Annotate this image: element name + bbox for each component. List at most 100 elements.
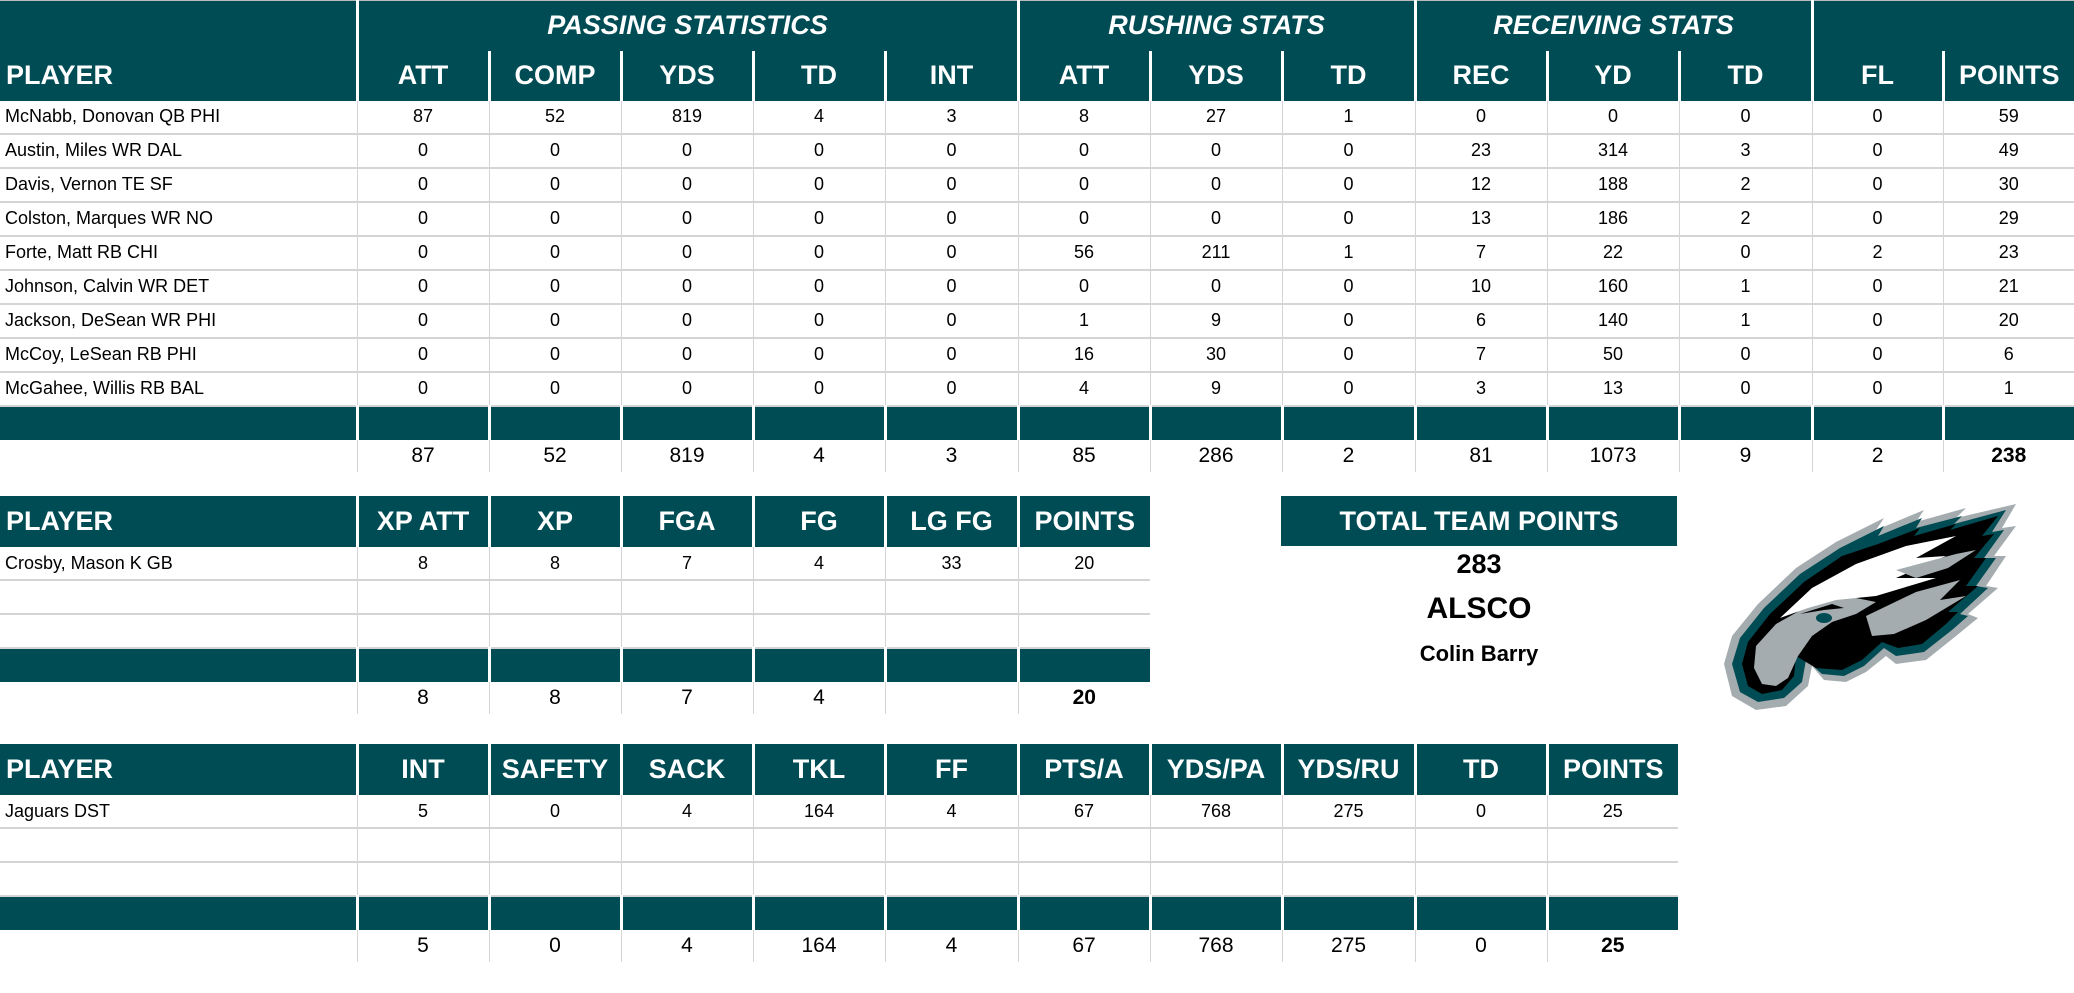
divider-cell [0, 648, 357, 682]
column-header-xp-att: XP ATT [355, 496, 489, 547]
stat-cell: 9 [1149, 303, 1283, 339]
owner-name: Colin Barry [1419, 641, 1539, 666]
stat-cell [752, 862, 885, 897]
divider-cell [883, 896, 1018, 930]
table-row [0, 862, 1678, 897]
stat-cell: 50 [1546, 337, 1680, 373]
stat-cell: 0 [1281, 201, 1416, 237]
column-header-pts-allowed: PTS/A [1016, 744, 1150, 795]
stat-cell: 275 [1281, 795, 1415, 829]
total-cell: 4 [884, 930, 1018, 962]
stat-cell: 0 [356, 371, 489, 407]
stat-cell: 0 [884, 303, 1019, 339]
stat-cell: 0 [1414, 100, 1548, 135]
table-row: McGahee, Willis RB BAL 0 0 0 0 0 4 9 0 3 13 0 0 1 [0, 371, 2074, 407]
stat-cell: 87 [356, 100, 489, 135]
player-name-cell: McCoy, LeSean RB PHI [0, 337, 357, 373]
player-name-cell: Colston, Marques WR NO [0, 201, 357, 237]
stat-cell: 0 [1281, 337, 1416, 373]
column-header-pass-comp: COMP [487, 50, 621, 101]
group-header-blank-right [1810, 0, 2074, 51]
stat-cell [356, 862, 489, 897]
offense-group-header-row: PASSING STATISTICS RUSHING STATS RECEIVI… [0, 0, 2074, 51]
stat-cell: 0 [1811, 337, 1944, 373]
column-header-rush-att: ATT [1016, 50, 1151, 101]
stat-cell: 2 [1811, 235, 1944, 271]
column-header-safety: SAFETY [487, 744, 621, 795]
stat-cell: 0 [356, 269, 489, 305]
stat-cell: 0 [1811, 303, 1944, 339]
total-cell [884, 682, 1018, 714]
stat-cell: 3 [1678, 133, 1813, 169]
divider-cell [355, 405, 489, 440]
column-header-yds-pa: YDS/PA [1148, 744, 1282, 795]
kicker-column-header-row: PLAYER XP ATT XP FGA FG LG FG POINTS [0, 496, 1150, 547]
stat-cell: 140 [1546, 303, 1680, 339]
divider-cell [1016, 896, 1150, 930]
stat-cell [1546, 862, 1678, 897]
eagles-logo-icon [1716, 496, 2022, 712]
divider-cell [619, 896, 753, 930]
stat-cell: 0 [1149, 133, 1283, 169]
section-divider-bar [0, 648, 1150, 682]
stat-cell [752, 828, 885, 863]
stat-cell [1017, 580, 1150, 615]
column-header-pass-int: INT [883, 50, 1019, 101]
stat-cell: 13 [1414, 201, 1548, 237]
stat-cell: 0 [1678, 100, 1813, 135]
total-points-cell: 25 [1546, 930, 1678, 962]
stat-cell [488, 862, 621, 897]
stat-cell: 0 [752, 133, 885, 169]
stat-cell [1149, 862, 1282, 897]
column-header-rec-yd: YD [1545, 50, 1680, 101]
total-team-points-header: TOTAL TEAM POINTS [1281, 496, 1677, 546]
stat-cell: 0 [356, 303, 489, 339]
stat-cell [1149, 828, 1282, 863]
stat-cell: 768 [1149, 795, 1282, 829]
stat-cell: 56 [1017, 235, 1151, 271]
divider-cell [355, 648, 489, 682]
divider-cell [1545, 405, 1680, 440]
column-header-rush-yds: YDS [1148, 50, 1283, 101]
stat-cell: 0 [1017, 133, 1151, 169]
stat-cell: 0 [620, 337, 753, 373]
total-cell: 85 [1017, 439, 1151, 472]
column-header-pass-td: TD [751, 50, 885, 101]
stat-cell [356, 828, 489, 863]
stat-cell: 0 [488, 133, 621, 169]
column-header-points: POINTS [1941, 50, 2074, 101]
stat-cell: 9 [1149, 371, 1283, 407]
table-row: Davis, Vernon TE SF 0 0 0 0 0 0 0 0 12 188 2 0 30 [0, 167, 2074, 203]
stat-cell [356, 614, 489, 649]
table-row: Colston, Marques WR NO 0 0 0 0 0 0 0 0 13 186 2 0 29 [0, 201, 2074, 237]
stat-cell: 0 [1811, 201, 1944, 237]
total-cell: 275 [1281, 930, 1415, 962]
total-cell: 4 [620, 930, 753, 962]
total-cell: 81 [1414, 439, 1548, 472]
total-cell: 768 [1149, 930, 1282, 962]
stat-cell: 0 [1811, 100, 1944, 135]
table-row [0, 614, 1150, 649]
divider-cell [1148, 896, 1282, 930]
total-cell: 4 [752, 682, 885, 714]
column-header-ff: FF [883, 744, 1018, 795]
stat-cell: 0 [752, 337, 885, 373]
stat-cell: 0 [884, 167, 1019, 203]
stat-cell: 0 [1017, 269, 1151, 305]
stat-cell [620, 580, 753, 615]
section-divider-bar [0, 896, 1678, 930]
stat-cell: 0 [620, 269, 753, 305]
stat-cell [1414, 828, 1547, 863]
column-header-rec: REC [1413, 50, 1548, 101]
total-cell: 0 [1414, 930, 1547, 962]
stat-cell: 0 [356, 337, 489, 373]
stat-cell: 0 [488, 235, 621, 271]
group-header-rushing: RUSHING STATS [1016, 0, 1416, 51]
stat-cell: 1 [1678, 303, 1813, 339]
stat-cell: 0 [620, 201, 753, 237]
divider-cell [751, 405, 885, 440]
stat-cell [620, 614, 753, 649]
stat-cell: 0 [620, 133, 753, 169]
total-cell: 819 [620, 439, 753, 472]
stat-cell [1281, 828, 1415, 863]
